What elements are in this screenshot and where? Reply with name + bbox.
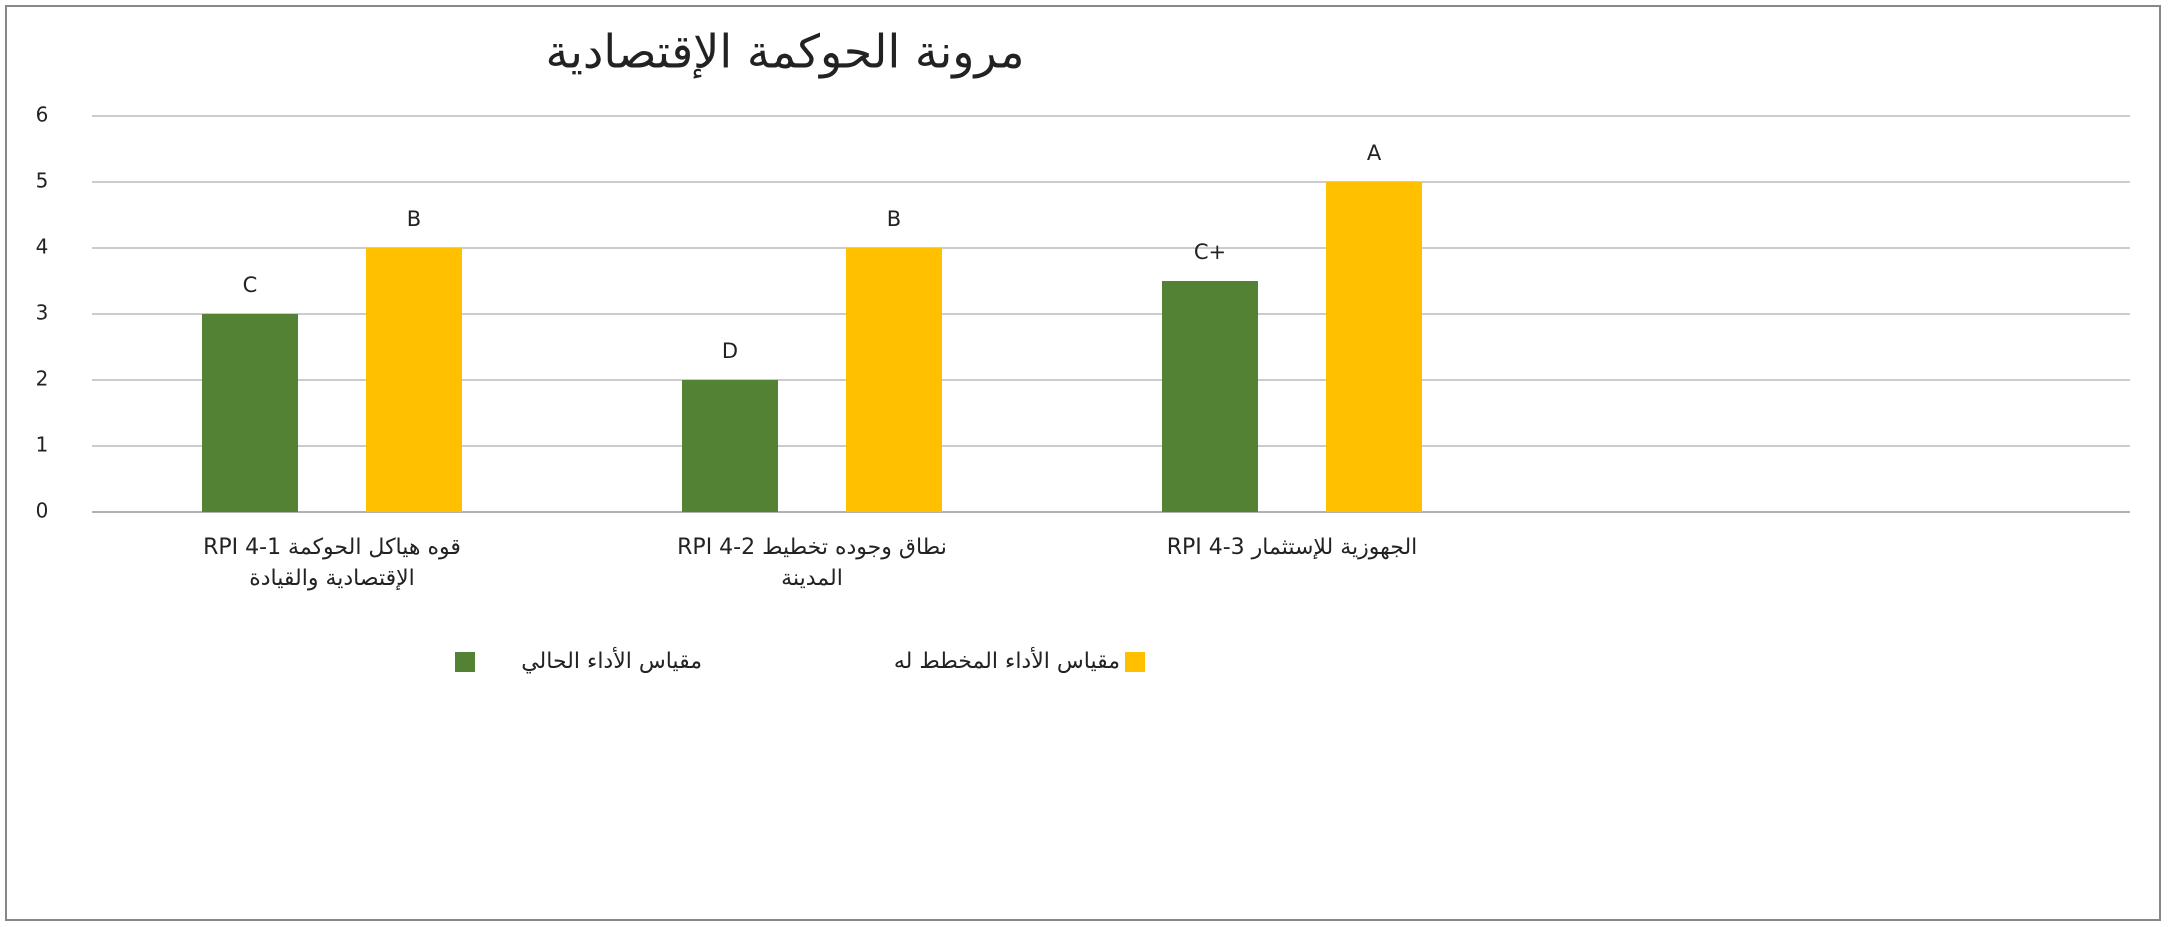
y-tick-label: 5 — [36, 169, 49, 193]
y-tick-label: 1 — [36, 433, 49, 457]
data-label: B — [407, 207, 421, 231]
bar — [846, 248, 942, 512]
x-tick-label: قوه هياكل الحوكمة RPI 4-1 — [203, 535, 461, 560]
bar — [366, 248, 462, 512]
data-label: B — [887, 207, 901, 231]
bar — [1326, 182, 1422, 512]
x-tick-label: نطاق وجوده تخطيط RPI 4-2 — [677, 535, 947, 560]
chart-frame — [5, 5, 2161, 921]
legend-swatch — [1125, 652, 1145, 672]
x-tick-label: المدينة — [781, 566, 843, 591]
legend-swatch — [455, 652, 475, 672]
data-label: D — [722, 339, 738, 363]
x-tick-label: الإقتصادية والقيادة — [249, 566, 415, 591]
bar — [1162, 281, 1258, 512]
data-label: C+ — [1194, 240, 1226, 264]
data-label: C — [243, 273, 258, 297]
y-tick-label: 6 — [36, 103, 49, 127]
legend-label: مقياس الأداء الحالي — [521, 647, 702, 674]
bar — [202, 314, 298, 512]
chart-title: مرونة الحوكمة الإقتصادية — [545, 25, 1024, 80]
y-tick-label: 2 — [36, 367, 49, 391]
y-tick-label: 3 — [36, 301, 49, 325]
x-tick-label: الجهوزية للإستثمار RPI 4-3 — [1167, 535, 1418, 560]
bar — [682, 380, 778, 512]
data-label: A — [1367, 141, 1382, 165]
y-tick-label: 0 — [36, 499, 49, 523]
legend-label: مقياس الأداء المخطط له — [894, 647, 1120, 674]
y-tick-label: 4 — [36, 235, 49, 259]
